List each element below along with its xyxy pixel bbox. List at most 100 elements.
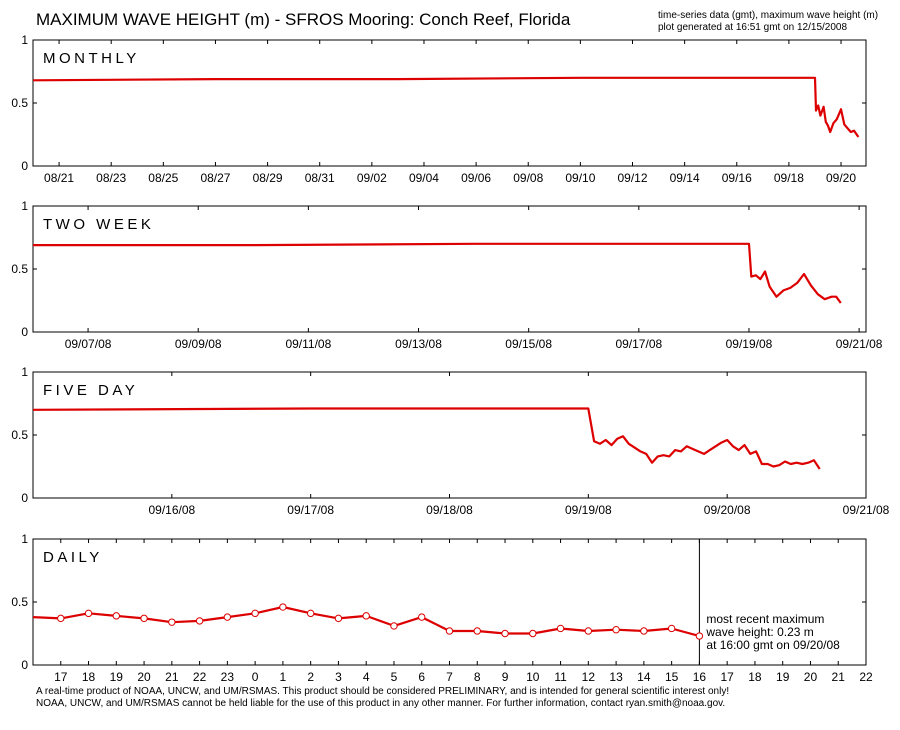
x-tick-label: 09/19/08 [726, 337, 773, 351]
data-point [556, 624, 565, 633]
x-tick-label: 09/13/08 [395, 337, 442, 351]
data-point [223, 613, 232, 621]
x-tick-label: 09/21/08 [843, 503, 890, 517]
x-tick-label: 09/16 [722, 171, 752, 185]
panel-title: FIVE DAY [43, 382, 138, 399]
x-tick-label: 2 [307, 670, 314, 684]
x-tick-label: 3 [335, 670, 342, 684]
x-tick-label: 09/18/08 [426, 503, 473, 517]
y-tick-label: 1 [21, 199, 28, 213]
data-point [306, 609, 315, 618]
plot-frame [32, 205, 867, 333]
x-tick-label: 08/23 [96, 171, 126, 185]
x-tick-label: 1 [280, 670, 287, 684]
x-tick-label: 09/10 [565, 171, 595, 185]
metadata-line-series: time-series data (gmt), maximum wave hei… [658, 10, 879, 21]
x-tick-label: 08/27 [200, 171, 230, 185]
y-tick-label: 0 [21, 159, 28, 173]
data-point [334, 614, 343, 623]
x-tick-label: 12 [582, 670, 596, 684]
y-tick-label: 0.5 [11, 428, 28, 442]
metadata-line-generated: plot generated at 16:51 gmt on 12/15/200… [658, 22, 848, 33]
disclaimer-line-2: NOAA, UNCW, and UM/RSMAS cannot be held … [36, 698, 726, 709]
x-tick-label: 0 [252, 670, 259, 684]
data-point [57, 614, 65, 623]
x-tick-label: 08/21 [44, 171, 74, 185]
x-tick-label: 09/19/08 [565, 503, 612, 517]
disclaimer-line-1: A real-time product of NOAA, UNCW, and U… [36, 686, 730, 697]
panel-title: MONTHLY [43, 50, 140, 67]
x-tick-label: 09/18 [774, 171, 804, 185]
x-tick-label: 13 [609, 670, 623, 684]
x-tick-label: 22 [193, 670, 207, 684]
plot-frame [32, 39, 867, 167]
x-tick-label: 09/02 [357, 171, 387, 185]
x-tick-label: 14 [637, 670, 651, 684]
x-tick-label: 17 [720, 670, 734, 684]
x-tick-label: 08/29 [253, 171, 283, 185]
x-tick-label: 09/21/08 [836, 337, 883, 351]
x-tick-label: 23 [221, 670, 235, 684]
x-tick-label: 21 [832, 670, 846, 684]
x-tick-label: 09/17/08 [615, 337, 662, 351]
x-tick-label: 22 [859, 670, 873, 684]
x-tick-label: 20 [137, 670, 151, 684]
x-tick-label: 09/20/08 [704, 503, 751, 517]
data-point [84, 609, 93, 618]
x-tick-label: 7 [446, 670, 453, 684]
data-point [695, 632, 704, 640]
page-title: MAXIMUM WAVE HEIGHT (m) - SFROS Mooring:… [36, 10, 571, 29]
plot-metadata: time-series data (gmt), maximum wave hei… [658, 10, 896, 34]
series-line [32, 605, 700, 638]
x-tick-label: 09/12 [617, 171, 647, 185]
data-point [445, 627, 454, 635]
x-tick-label: 18 [748, 670, 762, 684]
y-tick-label: 0.5 [11, 262, 28, 276]
x-tick-label: 09/20 [826, 171, 856, 185]
data-point [473, 627, 481, 635]
data-point [390, 622, 398, 630]
x-tick-label: 18 [82, 670, 96, 684]
y-tick-label: 0 [21, 491, 28, 505]
x-tick-label: 21 [165, 670, 179, 684]
x-tick-label: 16 [693, 670, 707, 684]
x-tick-label: 09/04 [409, 171, 439, 185]
x-tick-label: 09/14 [670, 171, 700, 185]
data-point [418, 613, 426, 621]
x-tick-label: 09/11/08 [285, 337, 331, 351]
data-point [584, 627, 593, 635]
x-tick-label: 09/06 [461, 171, 491, 185]
latest-reading-annotation: wave height: 0.23 m [705, 625, 813, 639]
x-tick-label: 20 [804, 670, 818, 684]
x-tick-label: 6 [418, 670, 425, 684]
data-point [612, 626, 620, 634]
data-point [667, 624, 676, 633]
data-point [529, 629, 537, 638]
data-point [251, 609, 259, 618]
y-tick-label: 0 [21, 658, 28, 672]
series-line [32, 76, 860, 138]
series-line [33, 242, 842, 304]
x-tick-label: 09/09/08 [175, 337, 222, 351]
panel-title: DAILY [43, 549, 103, 566]
chart-panel-monthly: 0 0.5 1 08/21 08/23 08/25 08/27 08/29 08/31 09/02… [11, 33, 867, 185]
series-line [32, 407, 821, 470]
plot-frame [32, 371, 867, 499]
x-tick-label: 9 [502, 670, 509, 684]
chart-panel-two-week: 0 0.5 1 09/07/08 09/09/08 09/11/08 09/13/08 09/… [11, 199, 882, 351]
x-tick-label: 4 [363, 670, 370, 684]
x-tick-label: 19 [776, 670, 790, 684]
data-point [640, 627, 648, 635]
x-tick-label: 10 [526, 670, 540, 684]
x-tick-label: 17 [54, 670, 68, 684]
y-tick-label: 1 [21, 532, 28, 546]
y-tick-label: 0.5 [11, 595, 28, 609]
y-tick-label: 1 [21, 33, 28, 47]
panel-title: TWO WEEK [43, 216, 154, 233]
disclaimer: A real-time product of NOAA, UNCW, and U… [36, 686, 729, 710]
x-tick-label: 15 [665, 670, 679, 684]
x-tick-label: 08/25 [148, 171, 178, 185]
x-tick-label: 19 [110, 670, 124, 684]
